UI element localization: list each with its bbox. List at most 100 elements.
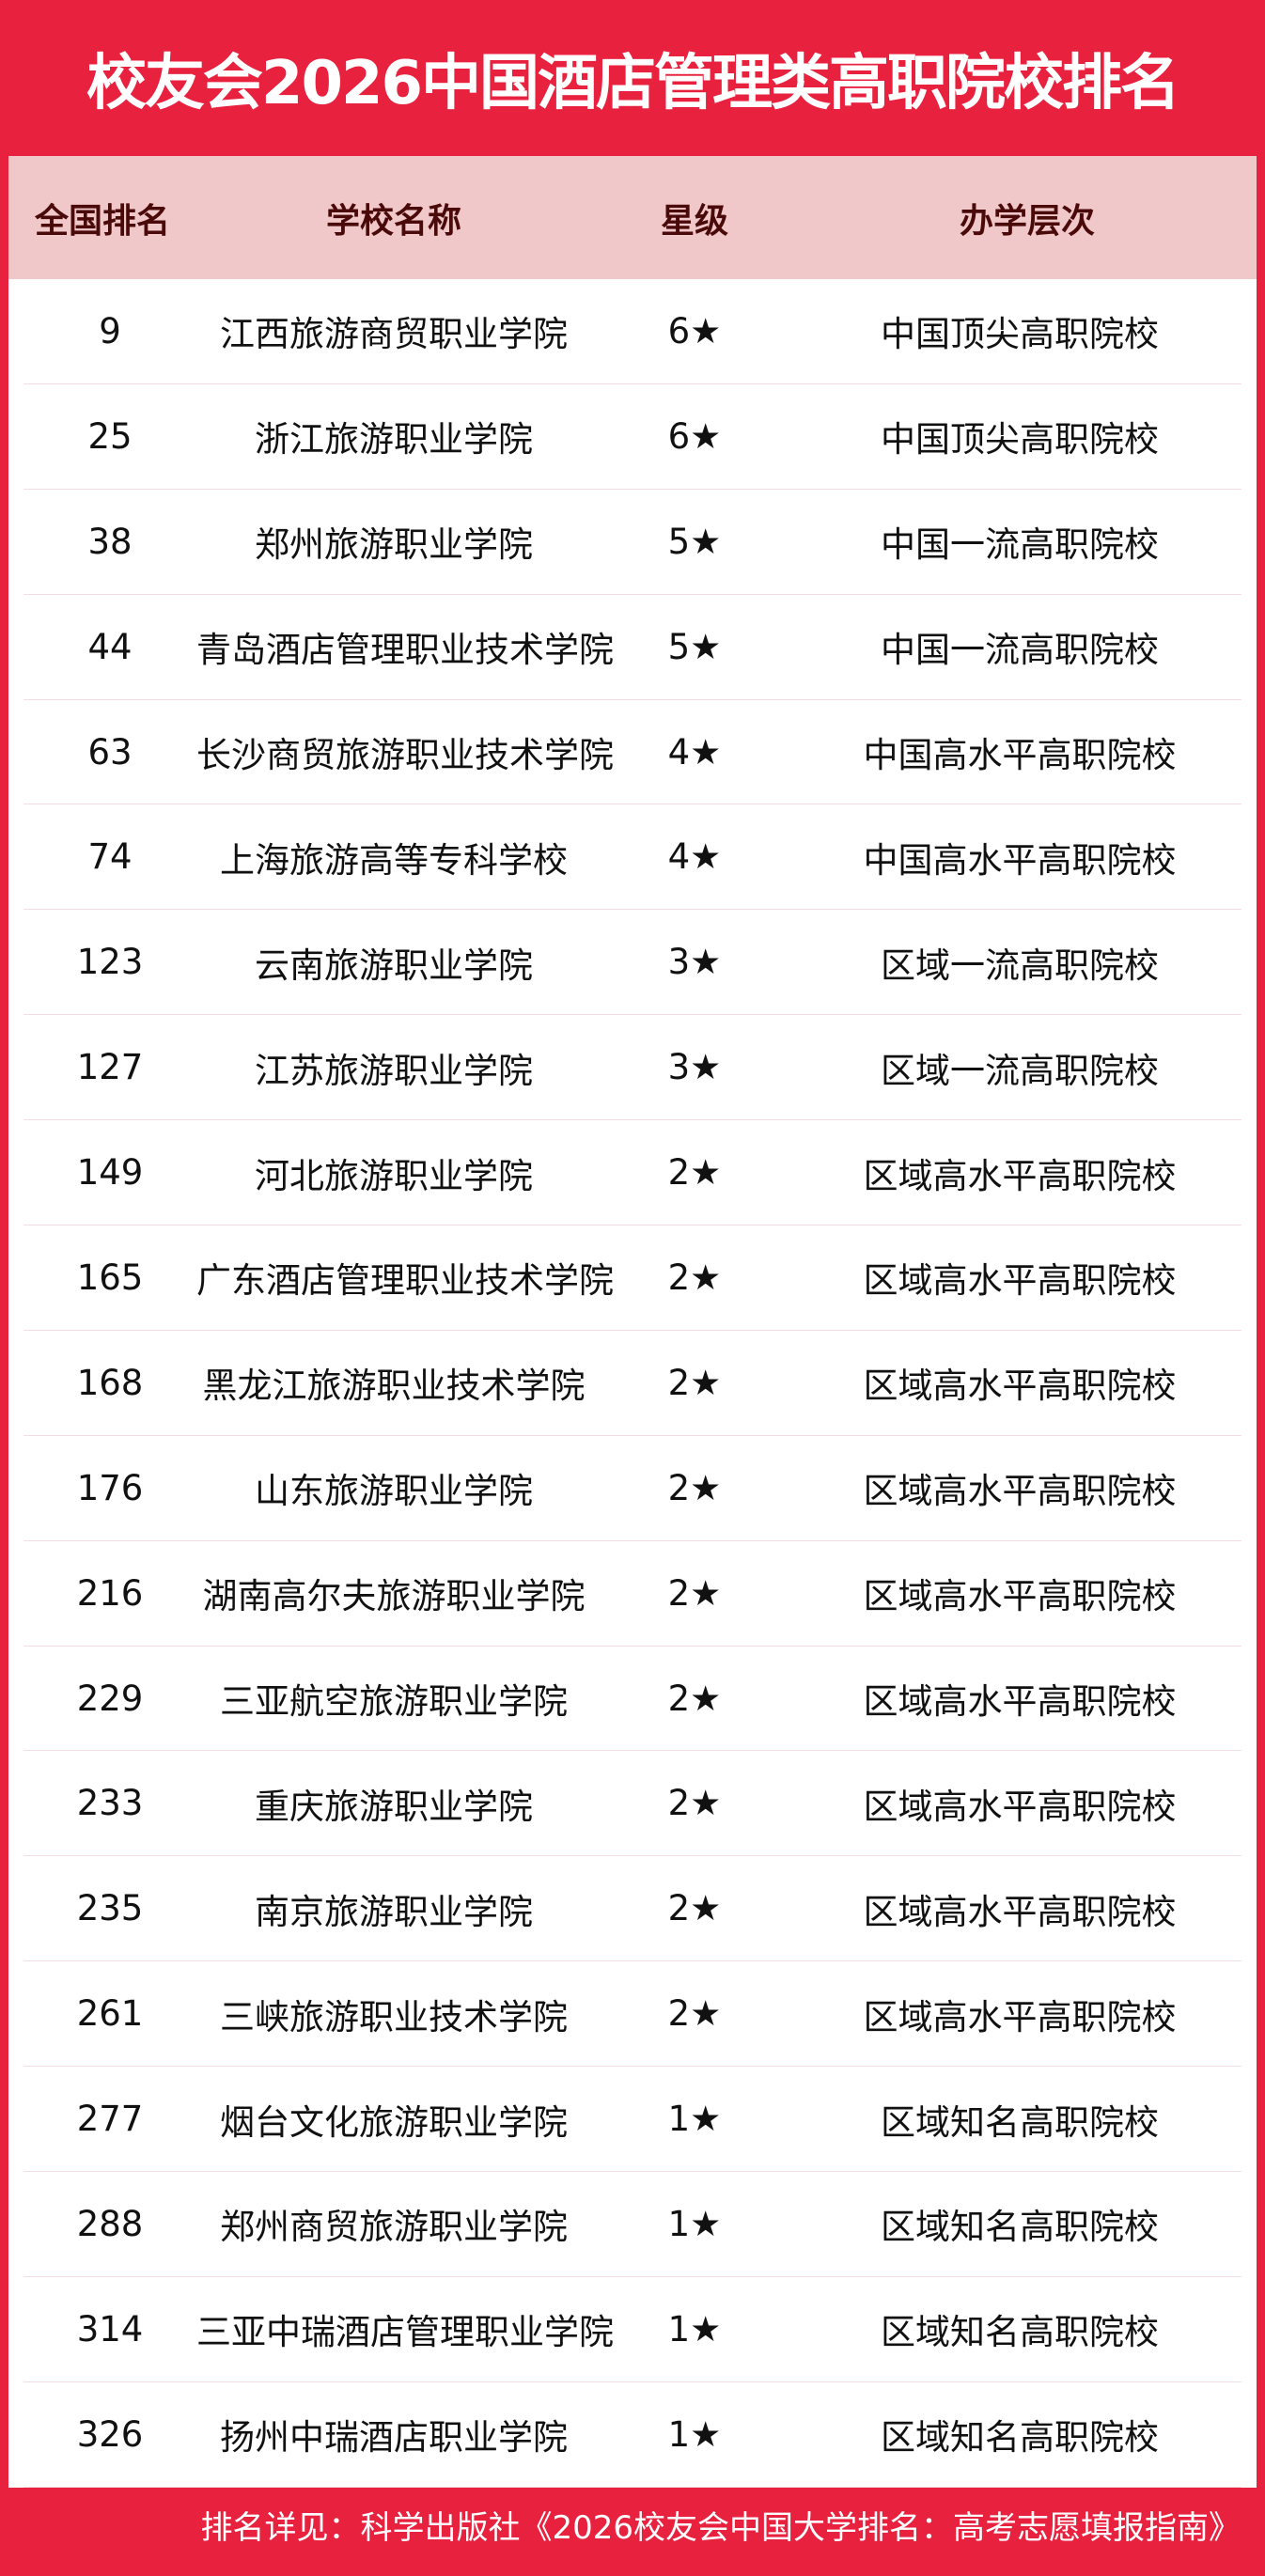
rank-cell: 288 <box>76 2203 144 2244</box>
level-cell: 区域知名高职院校 <box>881 2312 1159 2353</box>
level-cell: 区域高水平高职院校 <box>863 1576 1177 1617</box>
level-cell: 中国高水平高职院校 <box>863 735 1177 775</box>
school-name-cell: 长沙商贸旅游职业技术学院 <box>196 735 614 775</box>
star-rating-cell: 1★ <box>667 2203 722 2244</box>
school-name-cell: 浙江旅游职业学院 <box>255 419 533 461</box>
level-cell: 中国顶尖高职院校 <box>881 314 1159 355</box>
star-rating-cell: 4★ <box>667 731 722 773</box>
page-title: 校友会2026中国酒店管理类高职院校排名 <box>86 49 1180 118</box>
rank-cell: 38 <box>87 521 133 562</box>
level-cell: 区域高水平高职院校 <box>863 1471 1177 1512</box>
rank-cell: 9 <box>99 310 121 351</box>
school-name-cell: 江苏旅游职业学院 <box>255 1050 533 1091</box>
rank-cell: 314 <box>76 2308 144 2350</box>
table-header: 全国排名 学校名称 星级 办学层次 <box>8 156 1257 279</box>
rank-cell: 277 <box>76 2099 144 2140</box>
rank-cell: 25 <box>87 415 133 457</box>
table-row: 261 三峡旅游职业技术学院 2★ 区域高水平高职院校 <box>23 1961 1242 2068</box>
school-name-cell: 广东酒店管理职业技术学院 <box>196 1260 614 1302</box>
star-rating-cell: 2★ <box>667 1362 722 1403</box>
school-name-cell: 青岛酒店管理职业技术学院 <box>196 630 614 671</box>
table-row: 176 山东旅游职业学院 2★ 区域高水平高职院校 <box>23 1436 1242 1541</box>
level-cell: 区域知名高职院校 <box>881 2207 1159 2248</box>
star-rating-cell: 2★ <box>667 1152 722 1194</box>
table-row: 168 黑龙江旅游职业技术学院 2★ 区域高水平高职院校 <box>23 1331 1242 1436</box>
school-name-cell: 湖南高尔夫旅游职业学院 <box>202 1576 586 1617</box>
school-name-cell: 郑州商贸旅游职业学院 <box>220 2207 568 2248</box>
school-name-cell: 云南旅游职业学院 <box>255 945 533 986</box>
table-row: 63 长沙商贸旅游职业技术学院 4★ 中国高水平高职院校 <box>23 700 1242 805</box>
table-row: 149 河北旅游职业学院 2★ 区域高水平高职院校 <box>23 1120 1242 1226</box>
level-cell: 区域高水平高职院校 <box>863 1996 1177 2037</box>
star-rating-cell: 5★ <box>667 626 722 667</box>
rank-cell: 233 <box>76 1783 144 1824</box>
star-rating-cell: 2★ <box>667 1257 722 1298</box>
level-cell: 区域高水平高职院校 <box>863 1786 1177 1827</box>
star-rating-cell: 3★ <box>667 1047 722 1088</box>
rank-cell: 261 <box>76 1993 144 2035</box>
table-row: 44 青岛酒店管理职业技术学院 5★ 中国一流高职院校 <box>23 595 1242 700</box>
level-cell: 区域高水平高职院校 <box>863 1260 1177 1302</box>
star-rating-cell: 3★ <box>667 942 722 983</box>
star-rating-cell: 2★ <box>667 1678 722 1719</box>
table-row: 277 烟台文化旅游职业学院 1★ 区域知名高职院校 <box>23 2067 1242 2173</box>
rank-cell: 149 <box>76 1152 144 1194</box>
star-rating-cell: 2★ <box>667 1783 722 1824</box>
column-header-level: 办学层次 <box>959 201 1095 241</box>
school-name-cell: 郑州旅游职业学院 <box>255 524 533 566</box>
level-cell: 中国一流高职院校 <box>881 630 1159 671</box>
rank-cell: 229 <box>76 1678 144 1719</box>
table-row: 235 南京旅游职业学院 2★ 区域高水平高职院校 <box>23 1856 1242 1962</box>
table-row: 25 浙江旅游职业学院 6★ 中国顶尖高职院校 <box>23 384 1242 490</box>
table-body: 9 江西旅游商贸职业学院 6★ 中国顶尖高职院校 25 浙江旅游职业学院 6★ 中国顶尖高职院… <box>8 279 1257 2488</box>
star-rating-cell: 4★ <box>667 836 722 878</box>
table-row: 216 湖南高尔夫旅游职业学院 2★ 区域高水平高职院校 <box>23 1541 1242 1647</box>
school-name-cell: 烟台文化旅游职业学院 <box>220 2101 568 2143</box>
level-cell: 区域高水平高职院校 <box>863 1366 1177 1407</box>
column-header-rank: 全国排名 <box>34 201 170 241</box>
school-name-cell: 扬州中瑞酒店职业学院 <box>220 2417 568 2459</box>
rank-cell: 216 <box>76 1572 144 1614</box>
school-name-cell: 黑龙江旅游职业技术学院 <box>202 1366 586 1407</box>
star-rating-cell: 1★ <box>667 2099 722 2140</box>
level-cell: 中国一流高职院校 <box>881 524 1159 566</box>
star-rating-cell: 2★ <box>667 1888 722 1929</box>
rank-cell: 235 <box>76 1888 144 1929</box>
rank-cell: 165 <box>76 1257 144 1298</box>
school-name-cell: 山东旅游职业学院 <box>255 1471 533 1512</box>
school-name-cell: 重庆旅游职业学院 <box>255 1786 533 1827</box>
table-row: 288 郑州商贸旅游职业学院 1★ 区域知名高职院校 <box>23 2172 1242 2277</box>
column-header-stars: 星级 <box>660 201 728 241</box>
rank-cell: 168 <box>76 1362 144 1403</box>
table-row: 38 郑州旅游职业学院 5★ 中国一流高职院校 <box>23 490 1242 595</box>
star-rating-cell: 6★ <box>667 310 722 351</box>
school-name-cell: 三亚航空旅游职业学院 <box>220 1681 568 1723</box>
rank-cell: 176 <box>76 1467 144 1508</box>
level-cell: 区域知名高职院校 <box>881 2101 1159 2143</box>
star-rating-cell: 1★ <box>667 2308 722 2350</box>
table-row: 127 江苏旅游职业学院 3★ 区域一流高职院校 <box>23 1015 1242 1121</box>
rank-cell: 123 <box>76 942 144 983</box>
level-cell: 区域高水平高职院校 <box>863 1155 1177 1196</box>
table-row: 165 广东酒店管理职业技术学院 2★ 区域高水平高职院校 <box>23 1226 1242 1331</box>
rank-cell: 63 <box>87 731 133 773</box>
star-rating-cell: 2★ <box>667 1467 722 1508</box>
rank-cell: 326 <box>76 2413 144 2455</box>
ranking-table: 全国排名 学校名称 星级 办学层次 9 江西旅游商贸职业学院 6★ 中国顶尖高职院校 2… <box>8 156 1257 2488</box>
table-row: 229 三亚航空旅游职业学院 2★ 区域高水平高职院校 <box>23 1647 1242 1752</box>
school-name-cell: 三亚中瑞酒店管理职业学院 <box>196 2312 614 2353</box>
table-row: 9 江西旅游商贸职业学院 6★ 中国顶尖高职院校 <box>23 279 1242 384</box>
rank-cell: 44 <box>87 626 133 667</box>
level-cell: 区域一流高职院校 <box>881 945 1159 986</box>
level-cell: 区域一流高职院校 <box>881 1050 1159 1091</box>
school-name-cell: 三峡旅游职业技术学院 <box>220 1996 568 2037</box>
table-row: 123 云南旅游职业学院 3★ 区域一流高职院校 <box>23 910 1242 1016</box>
level-cell: 中国顶尖高职院校 <box>881 419 1159 461</box>
level-cell: 区域高水平高职院校 <box>863 1891 1177 1932</box>
table-row: 326 扬州中瑞酒店职业学院 1★ 区域知名高职院校 <box>23 2382 1242 2488</box>
school-name-cell: 河北旅游职业学院 <box>255 1155 533 1196</box>
school-name-cell: 南京旅游职业学院 <box>255 1891 533 1932</box>
school-name-cell: 上海旅游高等专科学校 <box>220 839 568 881</box>
school-name-cell: 江西旅游商贸职业学院 <box>220 314 568 355</box>
table-row: 74 上海旅游高等专科学校 4★ 中国高水平高职院校 <box>23 804 1242 911</box>
